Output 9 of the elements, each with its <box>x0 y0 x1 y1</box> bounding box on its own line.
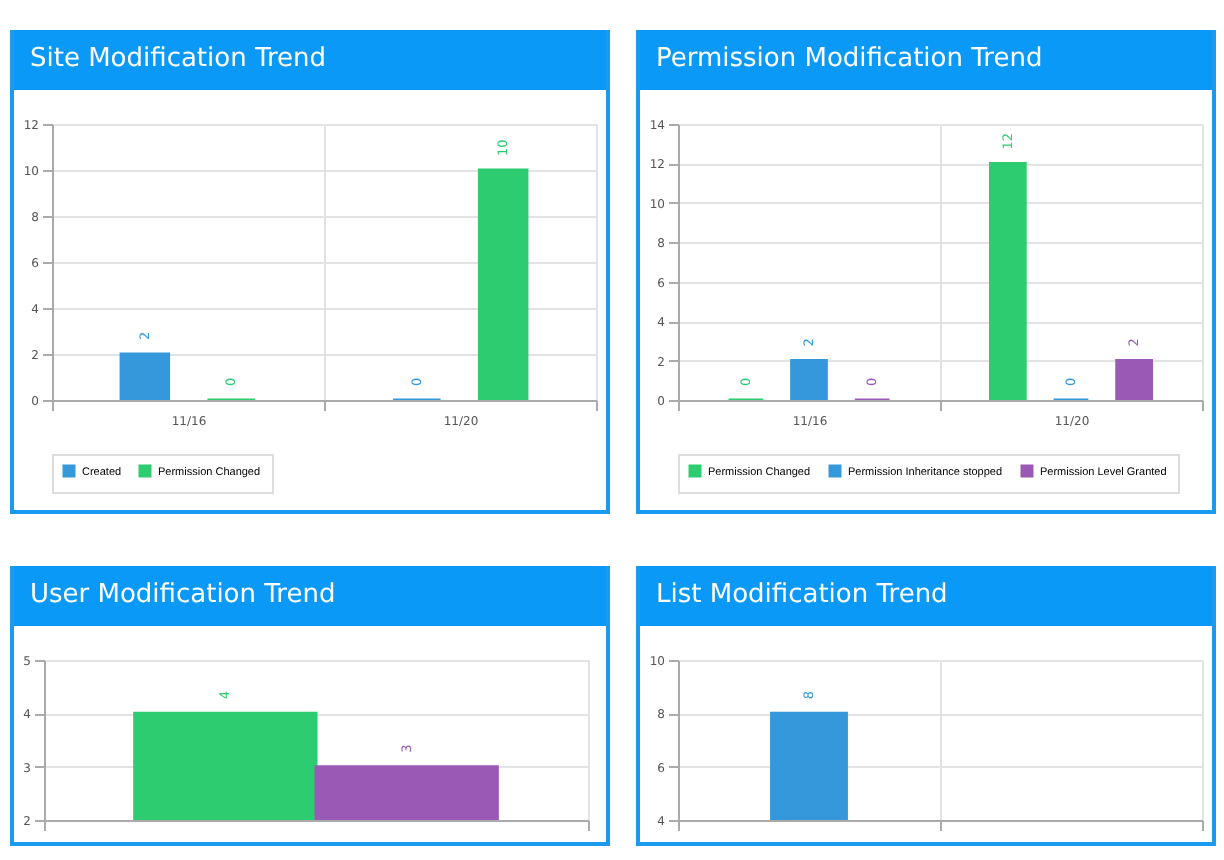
chart-title: Permission Modification Trend <box>640 30 1212 90</box>
chart-title: Site Modification Trend <box>14 30 606 90</box>
bar <box>989 161 1027 400</box>
bar <box>477 168 529 400</box>
chart-title: User Modification Trend <box>14 566 606 626</box>
bar <box>790 359 828 400</box>
chart-title: List Modification Trend <box>640 566 1212 626</box>
bar <box>1115 359 1153 400</box>
bar <box>119 352 171 400</box>
